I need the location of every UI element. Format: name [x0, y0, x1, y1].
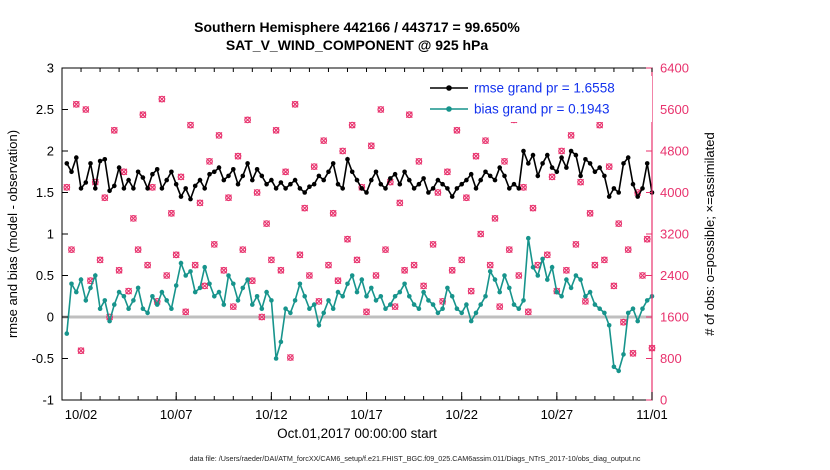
- legend-bias-label: bias grand pr = 0.1943: [474, 102, 609, 117]
- svg-text:-1: -1: [42, 393, 54, 408]
- x-axis-label: Oct.01,2017 00:00:00 start: [277, 426, 437, 441]
- svg-text:3: 3: [47, 61, 54, 76]
- y-axis-label-left: rmse and bias (model - observation): [5, 130, 20, 338]
- svg-text:800: 800: [660, 351, 682, 366]
- svg-text:0.5: 0.5: [36, 268, 54, 283]
- y-axis-label-right: # of obs: o=possible; ×=assimilated: [702, 132, 717, 335]
- svg-text:-0.5: -0.5: [32, 351, 54, 366]
- svg-text:10/17: 10/17: [350, 407, 383, 422]
- svg-text:1600: 1600: [660, 310, 689, 325]
- svg-text:2: 2: [47, 144, 54, 159]
- svg-text:2.5: 2.5: [36, 102, 54, 117]
- svg-text:10/02: 10/02: [65, 407, 98, 422]
- legend-item-rmse: rmse grand pr = 1.6558: [430, 81, 615, 96]
- svg-text:1: 1: [47, 227, 54, 242]
- svg-text:1.5: 1.5: [36, 185, 54, 200]
- svg-text:5600: 5600: [660, 102, 689, 117]
- rmse-series: [64, 148, 655, 202]
- obs-assimilated-series: [63, 95, 656, 361]
- plot-area: -1 -0.5 0 0.5 1 1.5 2 2.5 3 0 800 1600 2400 3200 4000 4…: [32, 61, 689, 423]
- svg-text:10/27: 10/27: [541, 407, 574, 422]
- svg-text:3200: 3200: [660, 227, 689, 242]
- svg-text:6400: 6400: [660, 61, 689, 76]
- legend-bias-marker: [446, 106, 452, 112]
- svg-text:10/07: 10/07: [160, 407, 193, 422]
- legend-box: [424, 76, 652, 122]
- data-file-caption: data file: /Users/raeder/DAI/ATM_forcXX/…: [190, 454, 641, 463]
- svg-text:4000: 4000: [660, 185, 689, 200]
- bias-series: [64, 235, 655, 374]
- legend-item-bias: bias grand pr = 0.1943: [430, 102, 609, 117]
- svg-text:2400: 2400: [660, 268, 689, 283]
- chart-title-line2: SAT_V_WIND_COMPONENT @ 925 hPa: [226, 37, 489, 53]
- obs-possible-series: [63, 95, 656, 361]
- svg-text:4800: 4800: [660, 144, 689, 159]
- legend-rmse-marker: [446, 85, 452, 91]
- legend: rmse grand pr = 1.6558 bias grand pr = 0…: [424, 76, 652, 122]
- svg-text:0: 0: [660, 393, 667, 408]
- svg-text:0: 0: [47, 310, 54, 325]
- svg-text:10/12: 10/12: [255, 407, 288, 422]
- chart-title-line1: Southern Hemisphere 442166 / 443717 = 99…: [194, 19, 520, 35]
- axis-ticks: -1 -0.5 0 0.5 1 1.5 2 2.5 3 0 800 1600 2400 3200 4000 4…: [32, 61, 689, 423]
- legend-rmse-label: rmse grand pr = 1.6558: [474, 81, 615, 96]
- svg-text:11/01: 11/01: [636, 407, 668, 422]
- svg-text:10/22: 10/22: [445, 407, 478, 422]
